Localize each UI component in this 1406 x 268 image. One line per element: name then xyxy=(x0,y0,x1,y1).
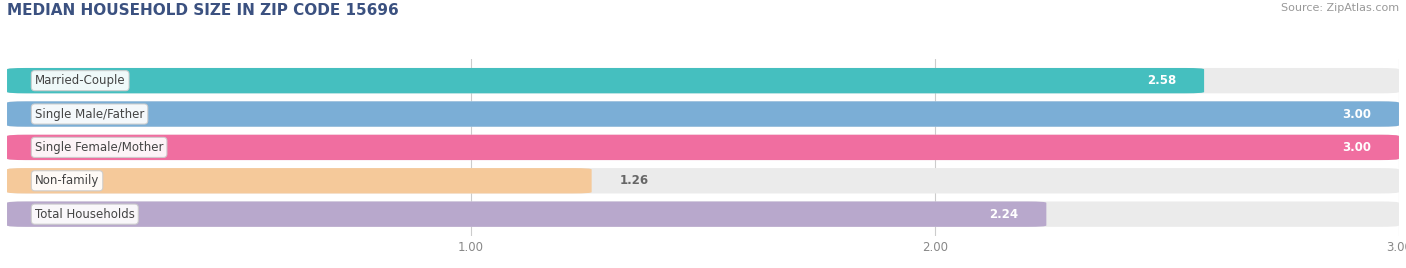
FancyBboxPatch shape xyxy=(7,202,1046,227)
Text: Single Male/Father: Single Male/Father xyxy=(35,107,145,121)
FancyBboxPatch shape xyxy=(7,101,1399,127)
FancyBboxPatch shape xyxy=(7,135,1399,160)
FancyBboxPatch shape xyxy=(7,168,1399,193)
Text: Single Female/Mother: Single Female/Mother xyxy=(35,141,163,154)
FancyBboxPatch shape xyxy=(7,101,1399,127)
Text: 1.26: 1.26 xyxy=(620,174,648,187)
Text: Total Households: Total Households xyxy=(35,208,135,221)
FancyBboxPatch shape xyxy=(7,135,1399,160)
FancyBboxPatch shape xyxy=(7,202,1399,227)
FancyBboxPatch shape xyxy=(7,68,1399,93)
Text: Non-family: Non-family xyxy=(35,174,100,187)
Text: Source: ZipAtlas.com: Source: ZipAtlas.com xyxy=(1281,3,1399,13)
Text: 3.00: 3.00 xyxy=(1343,107,1371,121)
Text: 3.00: 3.00 xyxy=(1343,141,1371,154)
Text: 2.24: 2.24 xyxy=(990,208,1018,221)
FancyBboxPatch shape xyxy=(7,68,1204,93)
Text: MEDIAN HOUSEHOLD SIZE IN ZIP CODE 15696: MEDIAN HOUSEHOLD SIZE IN ZIP CODE 15696 xyxy=(7,3,399,18)
Text: 2.58: 2.58 xyxy=(1147,74,1177,87)
FancyBboxPatch shape xyxy=(7,168,592,193)
Text: Married-Couple: Married-Couple xyxy=(35,74,125,87)
